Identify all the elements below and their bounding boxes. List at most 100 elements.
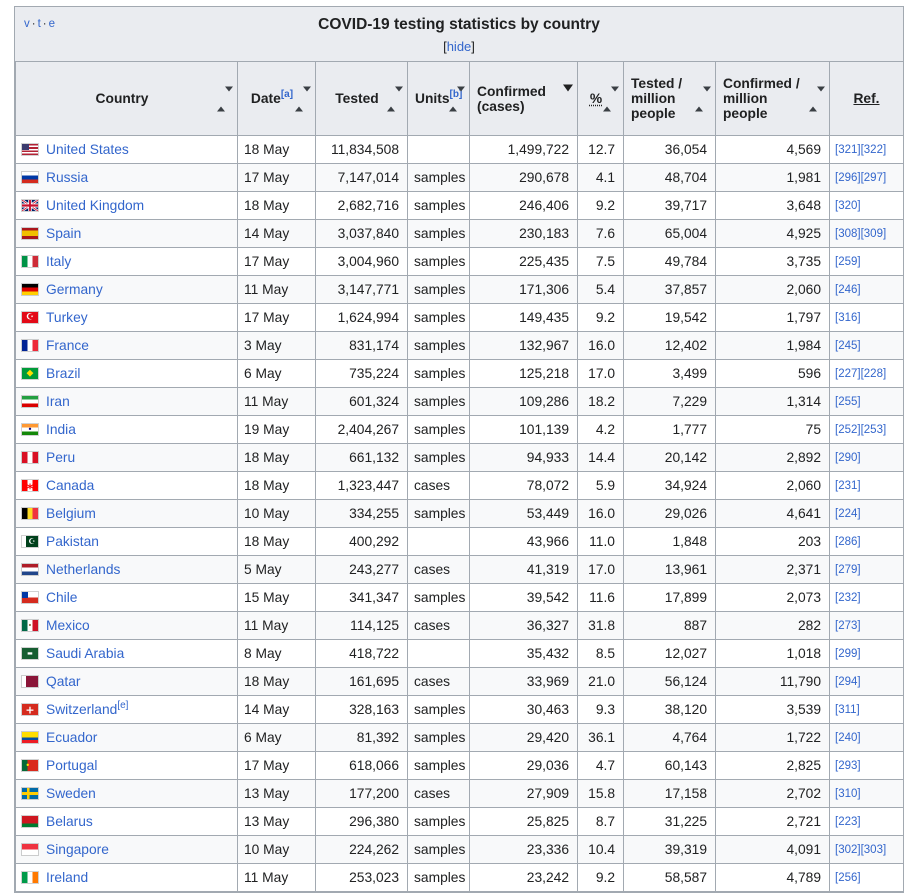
vte-view-link[interactable]: v [24, 18, 31, 30]
column-header-confirmed-per-million[interactable]: Confirmed / million people [716, 62, 830, 136]
reference-link[interactable]: [321] [835, 144, 861, 156]
confirmed-cell: 25,825 [470, 808, 578, 836]
reference-link[interactable]: [232] [835, 592, 861, 604]
footnote-link[interactable]: [a] [281, 88, 293, 100]
flag-canton [22, 592, 28, 598]
confirmed-cell: 246,406 [470, 192, 578, 220]
country-link[interactable]: Turkey [46, 310, 88, 325]
footnote-link[interactable]: [e] [117, 699, 128, 711]
reference-link[interactable]: [297] [861, 172, 887, 184]
sort-icon[interactable] [217, 91, 233, 106]
country-link[interactable]: Sweden [46, 786, 96, 801]
country-cell: • Mexico [16, 612, 238, 640]
country-link[interactable]: Belgium [46, 506, 96, 521]
country-link[interactable]: Saudi Arabia [46, 646, 124, 661]
reference-link[interactable]: [309] [861, 228, 887, 240]
reference-link[interactable]: [240] [835, 732, 861, 744]
reference-link[interactable]: [246] [835, 284, 861, 296]
column-label: Ref. [853, 91, 879, 106]
percent-cell: 15.8 [578, 780, 624, 808]
country-link[interactable]: Canada [46, 478, 94, 493]
country-link[interactable]: Ecuador [46, 730, 97, 745]
country-link[interactable]: United States [46, 142, 129, 157]
reference-link[interactable]: [224] [835, 508, 861, 520]
percent-cell: 4.1 [578, 164, 624, 192]
reference-link[interactable]: [223] [835, 816, 861, 828]
reference-link[interactable]: [320] [835, 200, 861, 212]
country-link[interactable]: Brazil [46, 366, 81, 381]
reference-link[interactable]: [286] [835, 536, 861, 548]
units-cell: samples [408, 332, 470, 360]
sort-icon[interactable] [809, 91, 825, 106]
country-link[interactable]: Netherlands [46, 562, 120, 577]
reference-link[interactable]: [308] [835, 228, 861, 240]
reference-link[interactable]: [255] [835, 396, 861, 408]
reference-link[interactable]: [310] [835, 788, 861, 800]
reference-link[interactable]: [290] [835, 452, 861, 464]
reference-link[interactable]: [252] [835, 424, 861, 436]
reference-link[interactable]: [322] [861, 144, 887, 156]
reference-link[interactable]: [253] [861, 424, 887, 436]
tested-per-million-cell: 4,764 [624, 724, 716, 752]
sort-descending-icon[interactable] [563, 91, 573, 106]
column-header-tested[interactable]: Tested [316, 62, 408, 136]
confirmed-cell: 230,183 [470, 220, 578, 248]
flag-icon [22, 284, 38, 295]
country-link[interactable]: Chile [46, 590, 77, 605]
reference-cell: [321][322] [830, 136, 904, 164]
reference-link[interactable]: [302] [835, 844, 861, 856]
column-header-percent[interactable]: % [578, 62, 624, 136]
reference-link[interactable]: [294] [835, 676, 861, 688]
country-link[interactable]: Qatar [46, 674, 81, 689]
reference-link[interactable]: [303] [861, 844, 887, 856]
sort-icon[interactable] [387, 91, 403, 106]
column-header-confirmed[interactable]: Confirmed (cases) [470, 62, 578, 136]
tested-per-million-cell: 12,027 [624, 640, 716, 668]
column-header-tested-per-million[interactable]: Tested / million people [624, 62, 716, 136]
units-cell: cases [408, 612, 470, 640]
units-cell: samples [408, 304, 470, 332]
reference-link[interactable]: [273] [835, 620, 861, 632]
column-header-units[interactable]: Units[b] [408, 62, 470, 136]
country-link[interactable]: Portugal [46, 758, 97, 773]
country-link[interactable]: Singapore [46, 842, 109, 857]
percent-cell: 8.5 [578, 640, 624, 668]
country-link[interactable]: India [46, 422, 76, 437]
column-header-date[interactable]: Date[a] [238, 62, 316, 136]
country-link[interactable]: Spain [46, 226, 81, 241]
reference-link[interactable]: [231] [835, 480, 861, 492]
reference-link[interactable]: [279] [835, 564, 861, 576]
reference-cell: [293] [830, 752, 904, 780]
sort-icon[interactable] [295, 91, 311, 106]
country-cell: Iran [16, 388, 238, 416]
country-link[interactable]: Peru [46, 450, 75, 465]
reference-link[interactable]: [299] [835, 648, 861, 660]
percent-cell: 10.4 [578, 836, 624, 864]
country-link[interactable]: Italy [46, 254, 71, 269]
reference-link[interactable]: [228] [861, 368, 887, 380]
country-link[interactable]: Russia [46, 170, 88, 185]
country-link[interactable]: Belarus [46, 814, 93, 829]
country-link[interactable]: Iran [46, 394, 70, 409]
reference-link[interactable]: [245] [835, 340, 861, 352]
country-link[interactable]: Pakistan [46, 534, 99, 549]
hide-link[interactable]: hide [447, 39, 472, 54]
column-header-country[interactable]: Country [16, 62, 238, 136]
country-cell: United Kingdom [16, 192, 238, 220]
confirmed-per-million-cell: 1,314 [716, 388, 830, 416]
country-link[interactable]: United Kingdom [46, 198, 144, 213]
reference-link[interactable]: [227] [835, 368, 861, 380]
vte-edit-link[interactable]: e [49, 18, 56, 30]
sort-icon[interactable] [603, 91, 619, 106]
country-link[interactable]: France [46, 338, 89, 353]
sort-icon[interactable] [449, 91, 465, 106]
reference-link[interactable]: [316] [835, 312, 861, 324]
country-link[interactable]: Mexico [46, 618, 90, 633]
sort-icon[interactable] [695, 91, 711, 106]
reference-link[interactable]: [296] [835, 172, 861, 184]
country-link[interactable]: Switzerland [46, 702, 117, 717]
reference-link[interactable]: [259] [835, 256, 861, 268]
reference-link[interactable]: [311] [835, 704, 860, 716]
country-link[interactable]: Germany [46, 282, 103, 297]
reference-link[interactable]: [293] [835, 760, 861, 772]
